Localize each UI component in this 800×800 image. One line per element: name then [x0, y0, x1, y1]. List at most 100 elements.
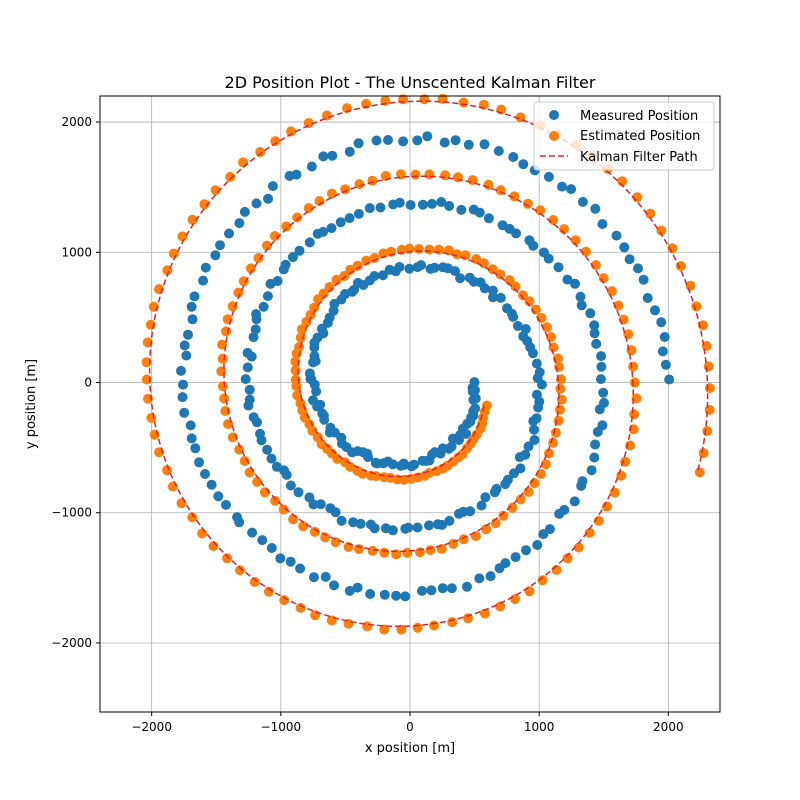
measured-point — [417, 199, 428, 210]
estimated-point — [625, 440, 636, 451]
measured-point — [335, 217, 346, 228]
estimated-point — [412, 622, 423, 633]
estimated-point — [562, 553, 573, 564]
measured-point — [325, 503, 336, 514]
y-axis-label: y position [m] — [24, 359, 39, 449]
estimated-point — [262, 240, 272, 251]
measured-point — [485, 571, 496, 582]
measured-point — [221, 499, 231, 510]
estimated-point — [522, 198, 533, 209]
measured-point — [436, 197, 447, 207]
measured-point — [518, 159, 529, 170]
tick-label-y: 1000 — [61, 245, 92, 259]
measured-point — [557, 181, 567, 192]
tick-label-y: −2000 — [51, 636, 92, 650]
legend-marker-measured — [549, 110, 559, 120]
measured-point — [512, 321, 523, 331]
tick-label-x: −2000 — [131, 720, 172, 734]
measured-point — [352, 582, 363, 593]
estimated-point — [523, 486, 534, 497]
measured-point — [293, 487, 304, 498]
measured-point — [194, 457, 205, 468]
estimated-point — [197, 528, 208, 539]
measured-point — [272, 276, 283, 286]
measured-point — [597, 219, 608, 229]
estimated-point — [479, 258, 489, 269]
estimated-point — [581, 246, 591, 257]
measured-point — [576, 480, 587, 491]
measured-point — [318, 226, 329, 237]
measured-point — [528, 348, 538, 359]
measured-point — [365, 589, 376, 599]
measured-point — [200, 469, 210, 479]
tick-label-x: −1000 — [261, 720, 302, 734]
estimated-point — [410, 169, 421, 180]
measured-point — [585, 308, 596, 319]
tick-label-x: 1000 — [524, 720, 555, 734]
measured-point — [379, 589, 390, 600]
measured-point — [444, 515, 455, 526]
measured-point — [523, 441, 534, 452]
estimated-point — [187, 214, 198, 225]
estimated-point — [187, 512, 198, 523]
measured-point — [488, 292, 498, 303]
legend-label-measured: Measured Position — [580, 109, 698, 124]
measured-point — [439, 137, 450, 148]
estimated-point — [685, 280, 696, 291]
estimated-point — [321, 110, 332, 121]
measured-point — [242, 362, 253, 373]
measured-point — [186, 433, 197, 444]
measured-point — [589, 452, 600, 463]
measured-point — [508, 311, 519, 322]
measured-point — [659, 332, 670, 342]
measured-point — [375, 202, 386, 213]
estimated-point — [238, 157, 249, 168]
measured-point — [304, 237, 315, 248]
tick-label-x: 2000 — [653, 720, 684, 734]
measured-point — [348, 517, 359, 528]
estimated-point — [537, 575, 548, 586]
estimated-point — [296, 324, 307, 335]
series-0 — [176, 131, 675, 602]
measured-point — [575, 291, 586, 302]
estimated-point — [340, 457, 351, 468]
estimated-point — [548, 437, 559, 448]
measured-point — [248, 412, 259, 423]
estimated-point — [294, 342, 305, 352]
measured-point — [320, 571, 331, 582]
measured-point — [508, 152, 519, 162]
measured-point — [258, 301, 269, 312]
measured-point — [365, 519, 376, 530]
measured-point — [404, 263, 415, 274]
measured-point — [511, 228, 521, 239]
measured-point — [295, 563, 306, 574]
estimated-point — [555, 383, 566, 394]
measured-point — [251, 309, 262, 320]
measured-point — [317, 408, 328, 419]
measured-point — [344, 146, 355, 157]
estimated-point — [217, 381, 228, 392]
estimated-point — [303, 203, 314, 213]
measured-point — [468, 394, 479, 405]
measured-point — [263, 193, 274, 204]
measured-point — [181, 350, 192, 361]
estimated-point — [675, 261, 686, 271]
estimated-point — [292, 390, 303, 401]
measured-point — [177, 392, 188, 403]
measured-point — [577, 196, 588, 207]
estimated-point — [631, 393, 642, 404]
estimated-point — [667, 243, 678, 254]
measured-point — [240, 374, 251, 385]
measured-point — [395, 460, 406, 471]
measured-point — [463, 139, 474, 150]
estimated-point — [309, 526, 320, 537]
chart-title: 2D Position Plot - The Unscented Kalman … — [225, 73, 596, 92]
measured-point — [543, 171, 554, 182]
measured-point — [596, 351, 607, 362]
measured-point — [215, 240, 225, 251]
measured-point — [391, 590, 402, 601]
measured-point — [424, 520, 434, 531]
legend-box — [533, 101, 715, 171]
measured-point — [495, 292, 506, 303]
estimated-point — [352, 260, 363, 271]
